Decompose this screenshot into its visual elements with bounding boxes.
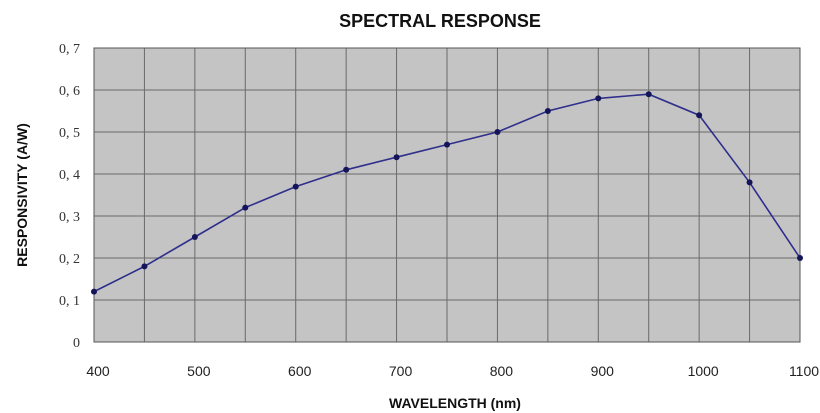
y-tick-label: 0, 5 <box>59 126 80 141</box>
data-point <box>343 166 350 173</box>
x-tick-label: 700 <box>389 363 413 379</box>
data-point <box>797 255 803 261</box>
data-point <box>746 179 753 186</box>
data-point <box>91 288 97 295</box>
x-tick-label: 900 <box>591 363 615 379</box>
data-point <box>645 91 652 98</box>
y-axis-ticks: 0 0, 1 0, 2 0, 3 0, 4 0, 5 0, 6 0, 7 <box>59 42 80 351</box>
x-tick-label: 1100 <box>789 363 819 379</box>
x-axis-label: WAVELENGTH (nm) <box>389 395 521 411</box>
data-point <box>393 154 400 161</box>
grid-lines <box>94 48 800 342</box>
data-series <box>91 91 803 295</box>
plot-frame <box>93 47 801 343</box>
data-point <box>595 95 602 102</box>
y-tick-label: 0, 2 <box>59 252 80 267</box>
y-tick-label: 0, 6 <box>59 84 80 99</box>
data-point <box>444 141 450 148</box>
data-point <box>696 112 703 119</box>
x-tick-label: 800 <box>490 363 514 379</box>
data-point <box>544 108 551 114</box>
chart-title: SPECTRAL RESPONSE <box>339 11 541 31</box>
y-tick-label: 0, 3 <box>59 210 80 225</box>
y-tick-label: 0, 7 <box>59 42 80 57</box>
x-axis-ticks: 400 500 600 700 800 900 1000 1100 <box>86 363 819 379</box>
data-point <box>292 183 299 190</box>
y-axis-label: RESPONSIVITY (A/W) <box>14 123 30 267</box>
x-tick-label: 1000 <box>688 363 719 379</box>
y-tick-label: 0, 4 <box>59 168 80 183</box>
data-point <box>191 234 198 240</box>
data-point <box>494 129 501 135</box>
data-point <box>242 204 249 211</box>
y-tick-label: 0 <box>73 336 80 351</box>
y-tick-label: 0, 1 <box>59 294 80 309</box>
x-tick-label: 400 <box>86 363 110 379</box>
data-point <box>141 263 148 270</box>
x-tick-label: 500 <box>187 363 211 379</box>
x-tick-label: 600 <box>288 363 312 379</box>
